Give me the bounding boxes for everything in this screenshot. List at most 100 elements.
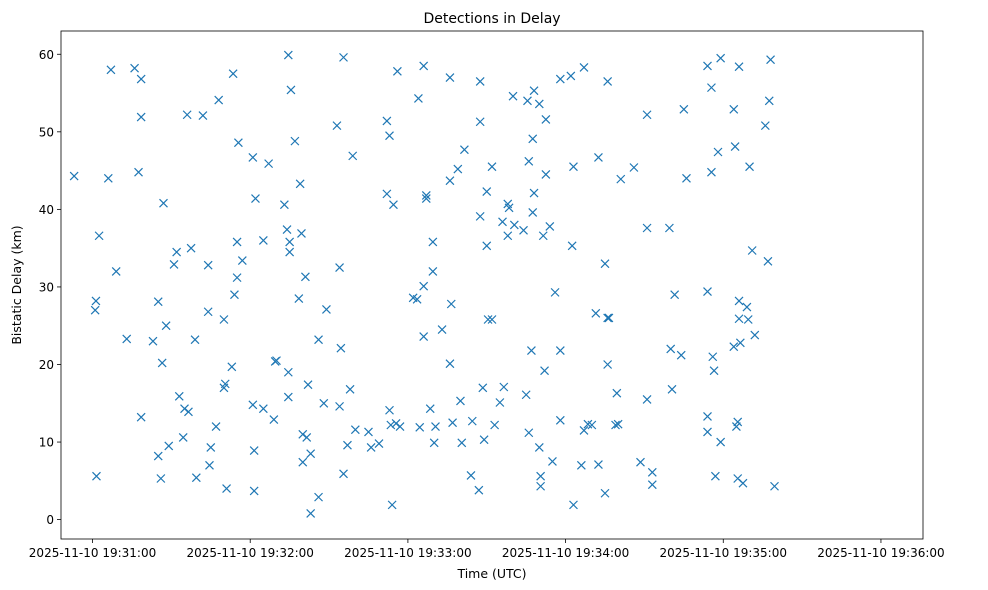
data-point xyxy=(713,147,723,157)
data-point xyxy=(306,449,316,459)
data-point xyxy=(303,380,313,390)
data-point xyxy=(524,156,534,166)
data-point xyxy=(456,396,465,406)
data-point xyxy=(475,117,485,127)
data-point xyxy=(136,412,146,422)
data-point xyxy=(735,338,745,348)
data-point xyxy=(111,267,121,276)
x-tick-label: 2025-11-10 19:34:00 xyxy=(502,546,629,560)
data-point xyxy=(567,241,577,251)
data-point xyxy=(716,437,726,447)
data-point xyxy=(642,394,652,404)
data-point xyxy=(233,138,243,148)
data-point xyxy=(332,121,342,131)
data-points xyxy=(69,50,779,518)
data-point xyxy=(348,151,358,161)
data-point xyxy=(386,420,396,430)
x-tick-label: 2025-11-10 19:32:00 xyxy=(186,546,313,560)
data-point xyxy=(232,237,242,247)
data-point xyxy=(446,299,456,309)
data-point xyxy=(579,425,589,435)
data-point xyxy=(153,297,163,307)
data-point xyxy=(519,225,528,235)
data-point xyxy=(679,104,689,114)
data-point xyxy=(478,383,488,393)
data-point xyxy=(703,427,712,437)
data-point xyxy=(603,76,613,86)
data-point xyxy=(295,179,305,189)
data-point xyxy=(285,247,295,257)
data-point xyxy=(670,290,680,300)
data-point xyxy=(186,243,196,253)
data-point xyxy=(538,231,548,241)
data-point xyxy=(526,346,536,355)
data-point xyxy=(283,367,293,377)
data-point xyxy=(487,315,497,324)
data-point xyxy=(483,315,493,324)
data-point xyxy=(389,200,398,210)
data-point xyxy=(760,121,770,131)
data-point xyxy=(290,136,300,146)
data-point xyxy=(203,260,213,270)
data-point xyxy=(248,400,258,410)
data-point xyxy=(366,443,376,452)
data-point xyxy=(521,390,531,400)
data-point xyxy=(169,260,179,269)
data-point xyxy=(339,469,348,479)
data-point xyxy=(395,422,405,431)
data-point xyxy=(283,50,293,60)
data-point xyxy=(747,246,757,255)
data-point xyxy=(387,500,397,510)
data-point xyxy=(742,302,752,312)
x-tick-label: 2025-11-10 19:31:00 xyxy=(29,546,156,560)
y-tick-label: 20 xyxy=(39,358,54,372)
y-tick-label: 40 xyxy=(39,203,54,217)
data-point xyxy=(682,173,691,183)
data-point xyxy=(279,200,289,210)
data-point xyxy=(766,55,775,65)
data-point xyxy=(94,231,104,241)
data-point xyxy=(322,305,331,314)
data-point xyxy=(419,332,429,342)
data-point xyxy=(613,419,623,429)
data-point xyxy=(382,189,392,199)
data-point xyxy=(412,294,422,304)
data-point xyxy=(285,237,295,247)
data-point xyxy=(703,61,712,71)
data-point xyxy=(91,296,101,306)
data-point xyxy=(248,152,258,162)
data-point xyxy=(415,422,425,432)
data-point xyxy=(419,281,429,291)
data-point xyxy=(251,194,260,203)
data-point xyxy=(136,112,146,122)
data-point xyxy=(227,362,237,372)
data-point xyxy=(385,131,394,141)
data-point xyxy=(523,96,532,106)
data-point xyxy=(466,470,476,480)
data-point xyxy=(206,443,216,452)
data-point xyxy=(437,325,447,335)
data-point xyxy=(130,63,140,73)
data-point xyxy=(350,425,360,435)
data-point xyxy=(69,171,79,181)
data-point xyxy=(541,170,551,179)
data-point xyxy=(612,388,622,398)
data-point xyxy=(314,492,323,502)
data-point xyxy=(600,488,610,498)
data-point xyxy=(474,485,484,495)
data-point xyxy=(498,217,507,227)
y-tick-label: 30 xyxy=(39,280,54,294)
data-point xyxy=(528,208,538,217)
data-point xyxy=(548,457,557,466)
data-point xyxy=(636,457,645,467)
data-point xyxy=(385,405,394,415)
data-point xyxy=(566,71,576,81)
data-point xyxy=(205,460,214,470)
data-point xyxy=(182,110,192,120)
data-point xyxy=(286,85,296,95)
data-point xyxy=(314,335,323,345)
data-point xyxy=(576,460,586,470)
data-point xyxy=(707,83,716,93)
x-axis-label: Time (UTC) xyxy=(456,566,526,581)
data-point xyxy=(283,392,293,402)
